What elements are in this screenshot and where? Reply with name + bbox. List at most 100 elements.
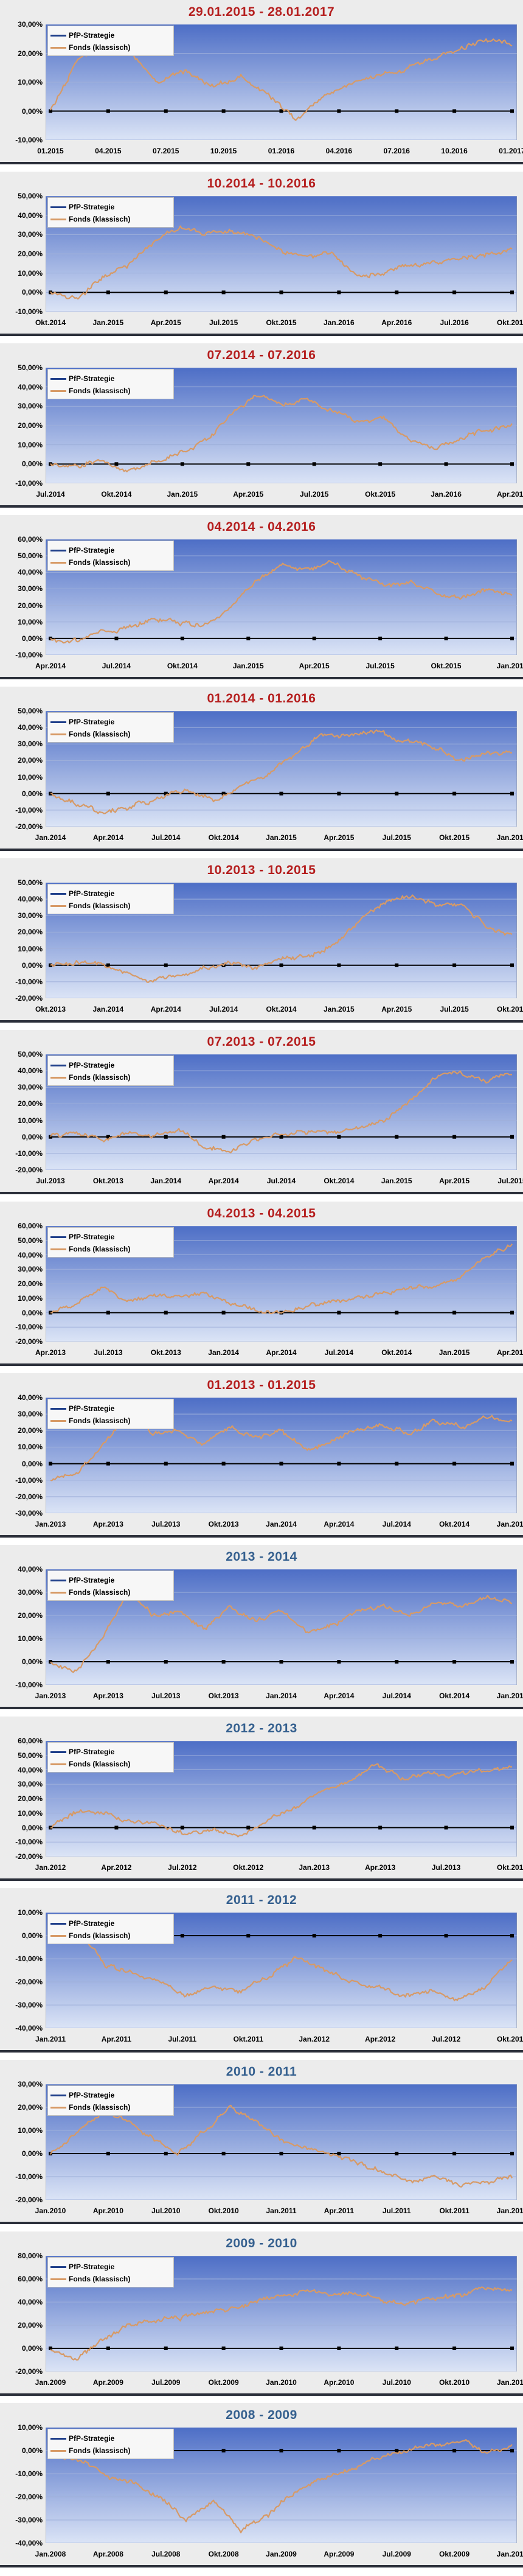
- legend-label: PfP-Strategie: [69, 718, 115, 726]
- x-tick-label: Apr.2014: [208, 1177, 239, 1185]
- legend-item: Fonds (klassisch): [50, 1073, 130, 1082]
- series-marker-pfp-strategie: [395, 791, 399, 796]
- series-marker-pfp-strategie: [510, 1311, 514, 1315]
- y-tick-label: -10,00%: [15, 2172, 43, 2181]
- series-marker-pfp-strategie: [510, 462, 514, 466]
- x-tick-label: Okt.2016: [496, 318, 523, 327]
- y-tick-label: -20,00%: [15, 1166, 43, 1174]
- series-marker-pfp-strategie: [510, 1660, 514, 1664]
- y-tick-label: -10,00%: [15, 977, 43, 986]
- x-tick-label: Apr.2012: [101, 1863, 132, 1872]
- x-tick-label: Jan.2014: [266, 1520, 297, 1528]
- plot-area: [46, 711, 517, 827]
- legend-item: PfP-Strategie: [50, 31, 114, 40]
- chart-title: 01.2014 - 01.2016: [207, 691, 316, 705]
- chart-title: 2011 - 2012: [226, 1893, 297, 1907]
- legend-label: PfP-Strategie: [69, 1576, 115, 1584]
- y-tick-label: 40,00%: [18, 568, 43, 577]
- series-marker-pfp-strategie: [279, 791, 283, 796]
- chart-panel: 07.2013 - 07.2015 -20,00% -10,00% 0,00% 10,0…: [0, 1030, 523, 1194]
- legend-swatch: [50, 561, 66, 564]
- series-line-fonds: [50, 1243, 513, 1315]
- y-tick-label: 10,00%: [18, 1808, 43, 1818]
- y-tick-label: 20,00%: [18, 1279, 43, 1288]
- legend-swatch: [50, 2278, 66, 2280]
- series-marker-pfp-strategie: [337, 1135, 341, 1139]
- x-tick-label: Okt.2008: [208, 2550, 239, 2558]
- series-marker-pfp-strategie: [164, 1135, 168, 1139]
- x-tick-label: Okt.2013: [150, 1348, 181, 1357]
- legend-swatch: [50, 2094, 66, 2096]
- series-marker-pfp-strategie: [452, 2152, 457, 2155]
- legend-item: Fonds (klassisch): [50, 2275, 130, 2283]
- y-tick-label: 30,00%: [18, 2080, 43, 2088]
- series-marker-pfp-strategie: [114, 462, 119, 466]
- legend: PfP-Strategie Fonds (klassisch): [47, 1570, 174, 1601]
- x-tick-label: Apr.2015: [496, 1348, 523, 1357]
- series-marker-pfp-strategie: [106, 1660, 110, 1664]
- legend-item: Fonds (klassisch): [50, 558, 130, 567]
- series-marker-pfp-strategie: [337, 963, 341, 967]
- chart-title: 10.2013 - 10.2015: [207, 863, 316, 877]
- y-tick-label: 10,00%: [18, 2126, 43, 2135]
- x-tick-label: Jul.2015: [440, 1005, 469, 1013]
- chart-title: 2009 - 2010: [226, 2236, 297, 2250]
- legend-label: Fonds (klassisch): [69, 1073, 131, 1082]
- series-line-fonds: [50, 1070, 513, 1153]
- y-tick-label: -10,00%: [15, 1681, 43, 1689]
- y-tick-label: 60,00%: [18, 2275, 43, 2283]
- y-tick-label: -10,00%: [15, 136, 43, 144]
- series-marker-pfp-strategie: [221, 1135, 226, 1139]
- legend-label: Fonds (klassisch): [69, 2275, 131, 2283]
- series-marker-pfp-strategie: [279, 290, 283, 295]
- x-tick-label: Okt.2014: [439, 1692, 470, 1700]
- legend-item: Fonds (klassisch): [50, 215, 130, 223]
- x-tick-label: Jul.2012: [168, 1863, 197, 1872]
- x-tick-label: Jul.2011: [382, 2207, 411, 2215]
- x-tick-label: 07.2016: [383, 147, 410, 155]
- legend-label: PfP-Strategie: [69, 1404, 115, 1413]
- series-line-fonds: [50, 560, 513, 644]
- y-tick-label: 40,00%: [18, 2298, 43, 2306]
- y-tick-label: 50,00%: [18, 192, 43, 200]
- x-tick-label: Apr.2014: [266, 1348, 297, 1357]
- x-tick-label: Okt.2009: [439, 2550, 470, 2558]
- legend-swatch: [50, 1419, 66, 1422]
- x-tick-label: 01.2017: [499, 147, 523, 155]
- series-marker-pfp-strategie: [164, 963, 168, 967]
- legend-swatch: [50, 1763, 66, 1765]
- x-tick-label: 01.2015: [37, 147, 64, 155]
- x-tick-label: Okt.2014: [439, 1520, 470, 1528]
- legend-label: Fonds (klassisch): [69, 43, 131, 52]
- series-marker-pfp-strategie: [510, 1825, 514, 1830]
- x-tick-label: Jan.2010: [496, 2550, 523, 2558]
- legend-swatch: [50, 1248, 66, 1250]
- chart-title: 2013 - 2014: [226, 1550, 297, 1564]
- y-tick-label: -10,00%: [15, 307, 43, 316]
- chart-panel: 2012 - 2013 -20,00% -10,00% 0,00% 10,00% 20,0…: [0, 1717, 523, 1881]
- series-marker-pfp-strategie: [180, 1825, 184, 1830]
- series-marker-pfp-strategie: [164, 2152, 168, 2155]
- x-tick-label: Jan.2011: [35, 2035, 66, 2043]
- x-tick-label: Jul.2014: [324, 1348, 354, 1357]
- series-marker-pfp-strategie: [106, 109, 110, 113]
- series-marker-pfp-strategie: [49, 1660, 52, 1664]
- x-tick-label: Okt.2013: [208, 1692, 239, 1700]
- x-tick-label: Jan.2014: [266, 1692, 297, 1700]
- series-marker-pfp-strategie: [49, 1135, 52, 1139]
- line-chart: [46, 711, 517, 827]
- legend-label: PfP-Strategie: [69, 546, 115, 555]
- x-tick-label: Okt.2015: [496, 1005, 523, 1013]
- x-tick-label: Okt.2013: [208, 1520, 239, 1528]
- series-marker-pfp-strategie: [395, 2152, 399, 2155]
- y-tick-label: 50,00%: [18, 878, 43, 887]
- y-tick-label: 30,00%: [18, 20, 43, 29]
- legend-label: Fonds (klassisch): [69, 1588, 131, 1597]
- series-marker-pfp-strategie: [452, 1135, 457, 1139]
- series-marker-pfp-strategie: [510, 2449, 514, 2452]
- series-marker-pfp-strategie: [337, 791, 341, 796]
- y-tick-label: 10,00%: [18, 440, 43, 449]
- legend-swatch: [50, 892, 66, 895]
- x-tick-label: Jul.2008: [151, 2550, 181, 2558]
- y-tick-label: -30,00%: [15, 1509, 43, 1517]
